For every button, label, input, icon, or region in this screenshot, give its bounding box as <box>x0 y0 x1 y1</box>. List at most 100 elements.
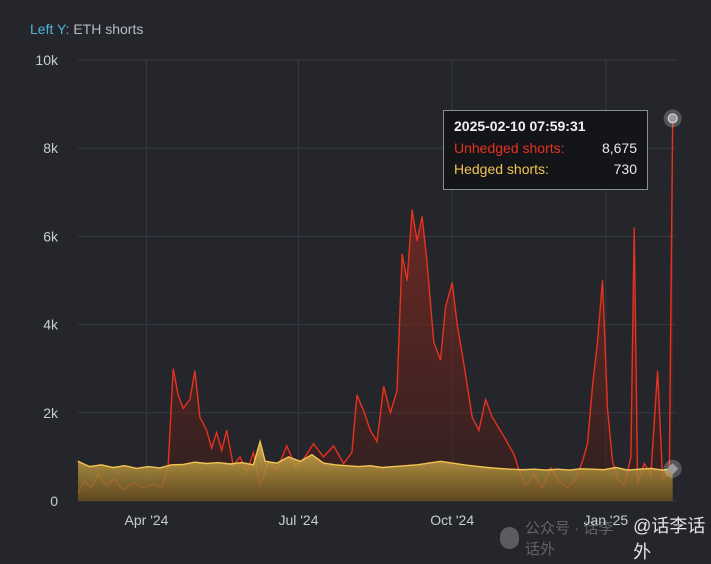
unhedged-shorts-point <box>505 438 507 440</box>
unhedged-shorts-point <box>463 363 465 365</box>
hedged-shorts-point <box>591 468 594 470</box>
unhedged-shorts-point <box>221 449 223 451</box>
hedged-shorts-point <box>474 465 477 467</box>
hedged-shorts-point <box>486 466 488 469</box>
hedged-shorts-point <box>206 462 208 465</box>
unhedged-shorts-point <box>376 440 378 443</box>
unhedged-shorts-point <box>657 370 659 372</box>
hedged-shorts-point <box>358 466 360 468</box>
hedged-shorts-point <box>322 462 325 464</box>
hover-marker-unhedged <box>667 113 678 124</box>
unhedged-shorts-point <box>322 456 325 458</box>
hedged-shorts-point <box>615 466 617 469</box>
hedged-shorts-point <box>194 461 196 463</box>
hedged-shorts-point <box>650 467 652 469</box>
hedged-shorts-point <box>393 466 395 468</box>
hedged-shorts-point <box>334 464 336 466</box>
unhedged-shorts-point <box>498 427 500 429</box>
hedged-shorts-point <box>498 467 500 469</box>
hedged-shorts-point <box>545 469 547 471</box>
hover-markers <box>663 109 682 478</box>
hedged-shorts-point <box>626 469 629 471</box>
tooltip-date: 2025-02-10 07:59:31 <box>454 118 586 134</box>
hedged-shorts-point <box>252 464 254 466</box>
hedged-shorts-point <box>439 460 442 462</box>
hedged-shorts-point <box>229 463 231 465</box>
hedged-shorts-area <box>78 441 673 501</box>
unhedged-shorts-point <box>484 398 487 401</box>
hedged-shorts-point <box>89 466 91 468</box>
unhedged-shorts-point <box>211 447 213 449</box>
unhedged-shorts-point <box>596 341 599 343</box>
watermark-text: @话李话外 <box>633 516 706 562</box>
legend-title: Left Y: ETH shorts <box>30 21 143 37</box>
hedged-shorts-point <box>217 462 219 464</box>
unhedged-shorts-point <box>606 407 609 409</box>
wechat-icon <box>500 527 519 549</box>
hedged-shorts-point <box>603 469 605 471</box>
y-tick-label: 10k <box>35 52 59 68</box>
y-tick-label: 8k <box>43 140 59 156</box>
tooltip-value-hedged: 730 <box>613 161 637 177</box>
unhedged-shorts-point <box>601 279 604 282</box>
unhedged-shorts-point <box>591 385 594 387</box>
hedged-shorts-point <box>416 464 418 466</box>
y-tick-label: 6k <box>43 228 59 244</box>
hedged-shorts-point <box>159 467 161 469</box>
hedged-shorts-point <box>135 467 138 469</box>
unhedged-shorts-point <box>471 416 473 418</box>
x-tick-label: Apr '24 <box>125 512 169 528</box>
unhedged-shorts-point <box>581 460 584 462</box>
unhedged-shorts-point <box>239 456 241 458</box>
watermark: 公众号 · 话李话外 @话李话外 <box>500 512 711 564</box>
hedged-shorts-point <box>451 462 453 464</box>
unhedged-shorts-point <box>199 416 201 418</box>
unhedged-shorts-point <box>439 359 442 361</box>
tooltip-value-unhedged: 8,675 <box>601 140 637 156</box>
chart-canvas[interactable]: 0 2k 4k 6k 8k 10k Apr '24 Jul '24 Oct '24 Jan '25 <box>0 0 711 552</box>
hedged-shorts-point <box>521 469 523 471</box>
unhedged-shorts-line <box>77 118 674 493</box>
unhedged-shorts-point <box>252 451 254 454</box>
unhedged-shorts-point <box>369 429 371 432</box>
unhedged-shorts-point <box>426 262 428 264</box>
hedged-shorts-point <box>112 466 114 469</box>
hedged-shorts-point <box>369 465 371 467</box>
unhedged-shorts-point <box>216 432 218 434</box>
unhedged-shorts-point <box>396 390 398 392</box>
hedged-shorts-point <box>580 468 582 470</box>
unhedged-shorts-point <box>633 226 635 229</box>
watermark-ghost: 公众号 · 话李话外 <box>524 520 614 558</box>
x-tick-label: Jul '24 <box>278 512 318 528</box>
unhedged-shorts-point <box>433 341 435 343</box>
hedged-shorts-point <box>276 462 278 464</box>
series-layer <box>77 117 674 502</box>
hedged-shorts-point <box>259 440 261 443</box>
hedged-shorts-point <box>533 468 535 470</box>
unhedged-shorts-point <box>383 385 385 387</box>
unhedged-shorts-point <box>416 240 418 242</box>
left-axis-tag: Left Y: <box>30 21 70 37</box>
unhedged-shorts-point <box>586 443 589 445</box>
unhedged-shorts-point <box>226 429 228 432</box>
unhedged-shorts-point <box>182 407 184 409</box>
series-tag: ETH shorts <box>73 21 144 37</box>
x-tick-label: Jan '25 <box>583 512 628 528</box>
hedged-shorts-point <box>311 454 313 456</box>
tooltip-label-hedged: Hedged shorts: <box>454 161 549 177</box>
hedged-shorts-point <box>287 456 290 458</box>
unhedged-shorts-point <box>206 429 208 432</box>
hedged-shorts-point <box>124 465 126 467</box>
hedged-shorts-point <box>510 468 512 470</box>
hedged-shorts-point <box>346 465 348 467</box>
unhedged-shorts-point <box>550 467 552 469</box>
unhedged-shorts-point <box>401 253 403 255</box>
hedged-shorts-point <box>662 469 664 471</box>
hedged-shorts-point <box>568 469 570 471</box>
unhedged-shorts-point <box>406 279 408 282</box>
unhedged-shorts-point <box>421 215 423 218</box>
unhedged-shorts-point <box>513 454 515 456</box>
y-tick-label: 0 <box>50 493 58 509</box>
hedged-shorts-point <box>556 468 559 470</box>
hedged-shorts-point <box>299 460 301 462</box>
